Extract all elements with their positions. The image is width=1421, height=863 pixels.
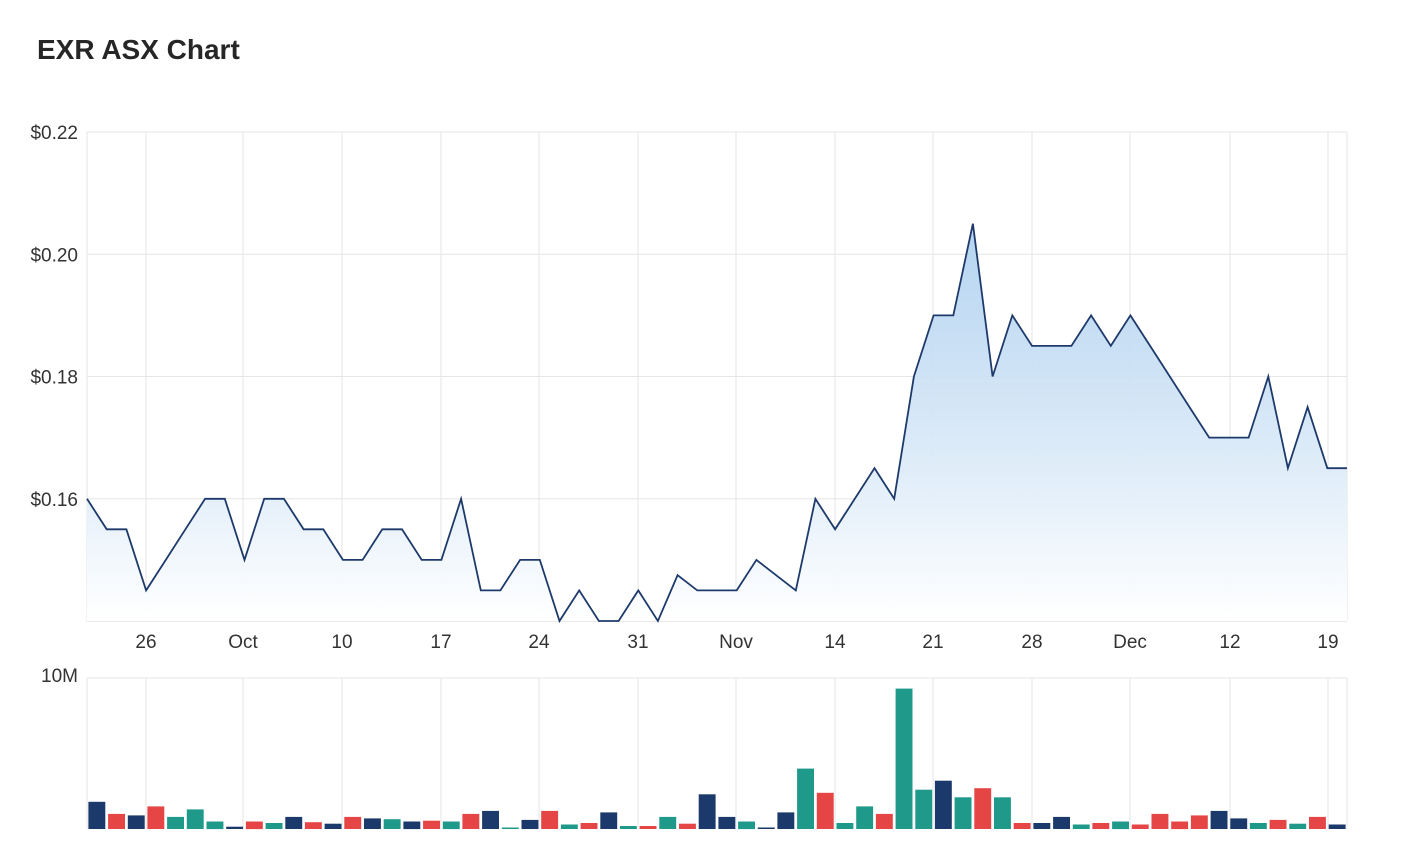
y-tick-label: $0.16: [30, 490, 78, 511]
price-area-fill: [87, 223, 1347, 621]
x-tick-label: 24: [528, 632, 550, 653]
volume-bar: [147, 806, 165, 829]
volume-bar: [619, 826, 637, 829]
volume-bar: [226, 826, 244, 829]
y-tick-label: $0.22: [30, 123, 78, 144]
volume-bar: [1210, 810, 1228, 829]
volume-bar: [1053, 816, 1070, 829]
price-line: [86, 223, 1347, 624]
x-tick-label: 10: [331, 632, 352, 653]
volume-bar: [875, 813, 893, 829]
volume-bar: [285, 816, 303, 829]
y-tick-label: $0.20: [30, 245, 78, 266]
volume-bar: [265, 823, 283, 829]
price-area: [86, 223, 1347, 624]
volume-bar: [1092, 823, 1110, 829]
volume-bar: [994, 797, 1011, 829]
volume-bar: [816, 792, 834, 829]
volume-bar: [698, 794, 716, 829]
volume-bar: [974, 788, 992, 829]
volume-bar: [1131, 824, 1149, 829]
volume-bar: [1112, 821, 1129, 830]
x-tick-label: 26: [135, 632, 156, 653]
x-tick-label: 17: [430, 632, 451, 653]
volume-bar: [304, 822, 322, 829]
volume-bar: [364, 818, 381, 829]
volume-y-tick-label: 10M: [41, 666, 78, 687]
volume-bar: [127, 815, 145, 829]
volume-bar: [442, 821, 460, 830]
volume-bar: [482, 810, 499, 829]
volume-bar: [954, 797, 972, 829]
axis-labels: $0.16 $0.18 $0.20 $0.22 26 Oct 10 17 24 31 Nov 14 21…: [30, 123, 1338, 687]
x-tick-label: 14: [824, 632, 846, 653]
volume-bar: [659, 816, 677, 829]
volume-bar: [600, 812, 618, 829]
volume-bar: [1072, 824, 1090, 829]
volume-bar: [462, 813, 480, 829]
y-tick-label: $0.18: [30, 368, 78, 389]
volume-bar: [718, 816, 736, 829]
volume-bar: [856, 806, 874, 829]
volume-bar: [1269, 819, 1287, 829]
volume-bar: [1230, 818, 1248, 829]
volume-bar: [108, 813, 125, 829]
x-tick-label: 12: [1219, 632, 1240, 653]
volume-bar: [245, 821, 263, 830]
volume-bar: [1190, 815, 1208, 829]
volume-bar: [344, 816, 362, 829]
volume-bar: [679, 823, 696, 829]
volume-bar: [324, 823, 342, 829]
volume-bar: [777, 812, 795, 829]
volume-bar: [383, 819, 401, 829]
x-tick-label: 19: [1317, 632, 1338, 653]
x-tick-label: 21: [922, 632, 943, 653]
volume-bar: [167, 816, 184, 829]
volume-bar: [1171, 821, 1189, 830]
x-tick-label: Nov: [719, 632, 753, 653]
volume-bar: [934, 780, 952, 829]
x-tick-label: Dec: [1113, 632, 1147, 653]
volume-bar: [88, 801, 106, 829]
volume-bar: [915, 789, 933, 829]
volume-bar: [1013, 823, 1031, 829]
volume-bars: [88, 688, 1346, 830]
volume-bar: [206, 821, 224, 830]
x-tick-label: Oct: [228, 632, 258, 653]
volume-bar: [1151, 813, 1169, 829]
volume-bar: [580, 823, 598, 829]
volume-bar: [1289, 823, 1307, 829]
volume-bar: [738, 821, 755, 830]
volume-bar: [560, 824, 578, 829]
volume-bar: [895, 688, 913, 829]
volume-bar: [1249, 823, 1267, 829]
volume-bar: [836, 823, 854, 829]
volume-bar: [423, 820, 440, 829]
volume-bar: [1309, 816, 1326, 829]
volume-bar: [403, 821, 421, 830]
chart-title: EXR ASX Chart: [37, 34, 240, 65]
volume-bar: [186, 809, 204, 829]
volume-bar: [501, 827, 519, 829]
x-tick-label: 28: [1021, 632, 1042, 653]
volume-bar: [1328, 824, 1346, 829]
volume-bar: [1033, 823, 1051, 829]
volume-bar: [757, 827, 775, 829]
volume-bar: [541, 810, 559, 829]
x-tick-label: 31: [627, 632, 648, 653]
volume-bar: [639, 826, 657, 829]
volume-bar: [521, 819, 539, 829]
volume-bar: [797, 768, 814, 829]
